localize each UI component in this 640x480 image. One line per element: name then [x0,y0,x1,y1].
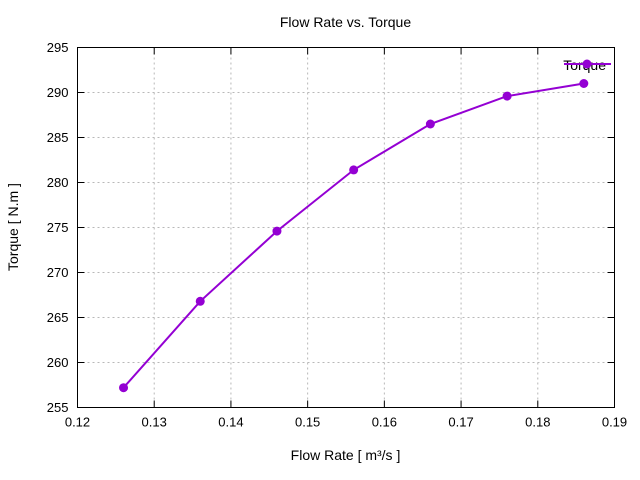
data-point-marker [579,79,589,88]
plot-frame [77,47,615,408]
y-tick-label: 260 [47,355,69,370]
x-tick-label: 0.17 [448,415,473,430]
x-tick-label: 0.16 [372,415,397,430]
legend: Torque [563,57,612,73]
x-tick-label: 0.13 [142,415,167,430]
x-axis-label: Flow Rate [ m³/s ] [290,447,401,463]
series-line [122,82,584,389]
y-tick-label: 265 [47,310,69,325]
y-tick-label: 275 [47,220,69,235]
data-point-marker [195,296,205,306]
data-point-marker [349,165,359,175]
y-tick-label: 285 [47,130,69,145]
x-tick-label: 0.12 [65,415,90,430]
legend-line-sample-icon [564,59,612,69]
y-tick-label: 270 [47,265,69,280]
x-tick-label: 0.18 [525,415,550,430]
y-tick-label: 295 [47,40,69,55]
x-tick-label: 0.19 [602,415,627,430]
data-point-marker [425,119,435,129]
data-point-marker [272,226,282,236]
y-tick-label: 255 [47,400,69,415]
y-axis-label: Torque [ N.m ] [5,183,21,271]
x-tick-label: 0.14 [218,415,243,430]
y-tick-label: 280 [47,175,69,190]
x-tick-label: 0.15 [295,415,320,430]
y-tick-label: 290 [47,85,69,100]
data-point-marker [119,383,129,393]
data-point-marker [502,91,512,101]
chart-title: Flow Rate vs. Torque [279,14,412,30]
